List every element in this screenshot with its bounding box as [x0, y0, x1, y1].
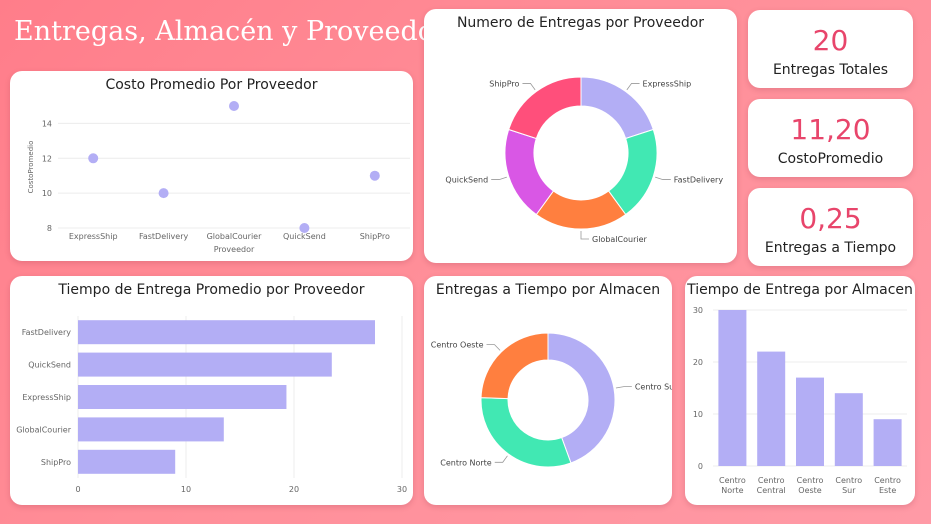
bar[interactable]: [718, 310, 747, 466]
y-tick-label: 14: [42, 119, 52, 128]
leader-line: [494, 455, 508, 463]
y-tick-label: QuickSend: [28, 361, 71, 370]
bar[interactable]: [78, 320, 375, 345]
kpi-label: CostoPromedio: [777, 151, 884, 167]
x-tick-label: 20: [289, 485, 299, 494]
slice-label: ExpressShip: [643, 79, 692, 88]
bar[interactable]: [78, 449, 176, 474]
x-tick-label: Oeste: [798, 486, 822, 495]
x-tick-label: Sur: [842, 486, 856, 495]
x-tick-label: Centro: [758, 476, 785, 485]
slice-label: QuickSend: [445, 176, 488, 185]
y-tick-label: 12: [42, 154, 52, 163]
card-entregas-almacen[interactable]: Entregas a Tiempo por Almacen Centro Sur…: [424, 276, 672, 505]
donut-chart-proveedor[interactable]: ExpressShip FastDelivery GlobalCourier Quic…: [424, 9, 737, 263]
y-tick-label: 10: [693, 410, 703, 419]
chart-title: Entregas a Tiempo por Almacen: [435, 282, 661, 298]
card-tiempo-proveedor[interactable]: Tiempo de Entrega Promedio por Proveedor…: [10, 276, 413, 505]
bar[interactable]: [873, 419, 902, 466]
kpi-card-entregas-a-tiempo[interactable]: 0,25 Entregas a Tiempo: [748, 188, 913, 266]
x-tick-label: Central: [757, 486, 786, 495]
leader-line: [491, 176, 507, 180]
slice-label: Centro Oeste: [431, 341, 484, 350]
scatter-point[interactable]: [299, 223, 310, 233]
leader-line: [615, 386, 632, 389]
donut-slice[interactable]: [508, 76, 582, 140]
bar[interactable]: [757, 351, 786, 466]
slice-label: Centro Norte: [440, 458, 492, 467]
kpi-card-entregas-totales[interactable]: 20 Entregas Totales: [748, 10, 913, 88]
scatter-point[interactable]: [229, 101, 239, 111]
bar[interactable]: [78, 352, 332, 377]
donut-slice[interactable]: [480, 332, 549, 400]
x-tick-label: 0: [75, 485, 80, 494]
y-tick-label: 8: [47, 224, 52, 233]
leader-line: [580, 231, 589, 240]
leader-line: [522, 83, 536, 91]
x-tick-label: 30: [397, 485, 407, 494]
x-tick-label: ExpressShip: [69, 232, 118, 241]
y-tick-label: 10: [42, 189, 52, 198]
chart-title: Numero de Entregas por Proveedor: [456, 15, 705, 31]
x-tick-label: Norte: [721, 486, 743, 495]
x-tick-label: FastDelivery: [139, 232, 189, 241]
x-tick-label: Centro: [797, 476, 824, 485]
x-tick-label: Este: [879, 486, 896, 495]
scatter-chart-costo[interactable]: 8 10 12 14 ExpressShip FastDelivery GlobalCour…: [10, 71, 413, 261]
x-tick-label: QuickSend: [283, 232, 326, 241]
y-tick-label: 20: [693, 358, 703, 367]
chart-title: Tiempo de Entrega Promedio por Proveedor: [58, 282, 365, 298]
x-tick-label: 10: [181, 485, 191, 494]
bar[interactable]: [834, 393, 863, 466]
y-tick-label: FastDelivery: [22, 328, 72, 337]
donut-chart-almacen[interactable]: Centro Sur Centro Norte Centro Oeste: [424, 276, 672, 505]
card-tiempo-almacen[interactable]: Tiempo de Entrega por Almacen 0 10 20 30 Cen…: [685, 276, 915, 505]
y-tick-label: 0: [698, 462, 703, 471]
dashboard-title: Entregas, Almacén y Proveedor: [14, 16, 447, 47]
chart-title: Costo Promedio Por Proveedor: [105, 77, 318, 93]
card-entregas-proveedor[interactable]: Numero de Entregas por Proveedor Express…: [424, 9, 737, 263]
y-tick-label: 30: [693, 306, 703, 315]
x-tick-label: ShipPro: [360, 232, 390, 241]
slice-label: Centro Sur: [635, 383, 672, 392]
bar-chart-tiempo-proveedor[interactable]: 0 10 20 30 FastDelivery QuickSend ExpressShip G…: [10, 276, 413, 505]
donut-slice[interactable]: [547, 332, 616, 464]
x-tick-label: Centro: [835, 476, 862, 485]
bar-chart-tiempo-almacen[interactable]: 0102030CentroNorteCentroCentralCentroOes…: [685, 276, 915, 505]
x-tick-label: GlobalCourier: [207, 232, 263, 241]
y-tick-label: GlobalCourier: [16, 425, 72, 434]
kpi-label: Entregas a Tiempo: [764, 240, 897, 256]
y-tick-label: ExpressShip: [22, 393, 71, 402]
donut-slice[interactable]: [504, 128, 555, 216]
kpi-value: 11,20: [790, 113, 871, 146]
leader-line: [655, 176, 671, 180]
y-axis-label: CostoPromedio: [27, 141, 35, 194]
x-tick-label: Centro: [719, 476, 746, 485]
x-axis-label: Proveedor: [214, 245, 255, 254]
y-tick-label: ShipPro: [41, 458, 71, 467]
donut-slice[interactable]: [480, 397, 572, 468]
scatter-point[interactable]: [88, 153, 99, 164]
bar[interactable]: [78, 385, 287, 409]
scatter-point[interactable]: [369, 170, 380, 181]
leader-line: [626, 83, 640, 91]
kpi-card-costo-promedio[interactable]: 11,20 CostoPromedio: [748, 99, 913, 177]
kpi-value: 20: [812, 24, 849, 57]
card-costo-promedio[interactable]: Costo Promedio Por Proveedor 8 10 12 14 Expr…: [10, 71, 413, 261]
leader-line: [486, 344, 501, 351]
chart-title: Tiempo de Entrega por Almacen: [687, 282, 913, 298]
slice-label: GlobalCourier: [592, 235, 648, 244]
kpi-label: Entregas Totales: [772, 62, 889, 78]
scatter-point[interactable]: [158, 188, 169, 199]
slice-label: FastDelivery: [674, 176, 724, 185]
bar[interactable]: [78, 417, 224, 442]
bar[interactable]: [796, 377, 824, 466]
kpi-value: 0,25: [799, 202, 862, 235]
slice-label: ShipPro: [489, 79, 519, 88]
x-tick-label: Centro: [874, 476, 901, 485]
